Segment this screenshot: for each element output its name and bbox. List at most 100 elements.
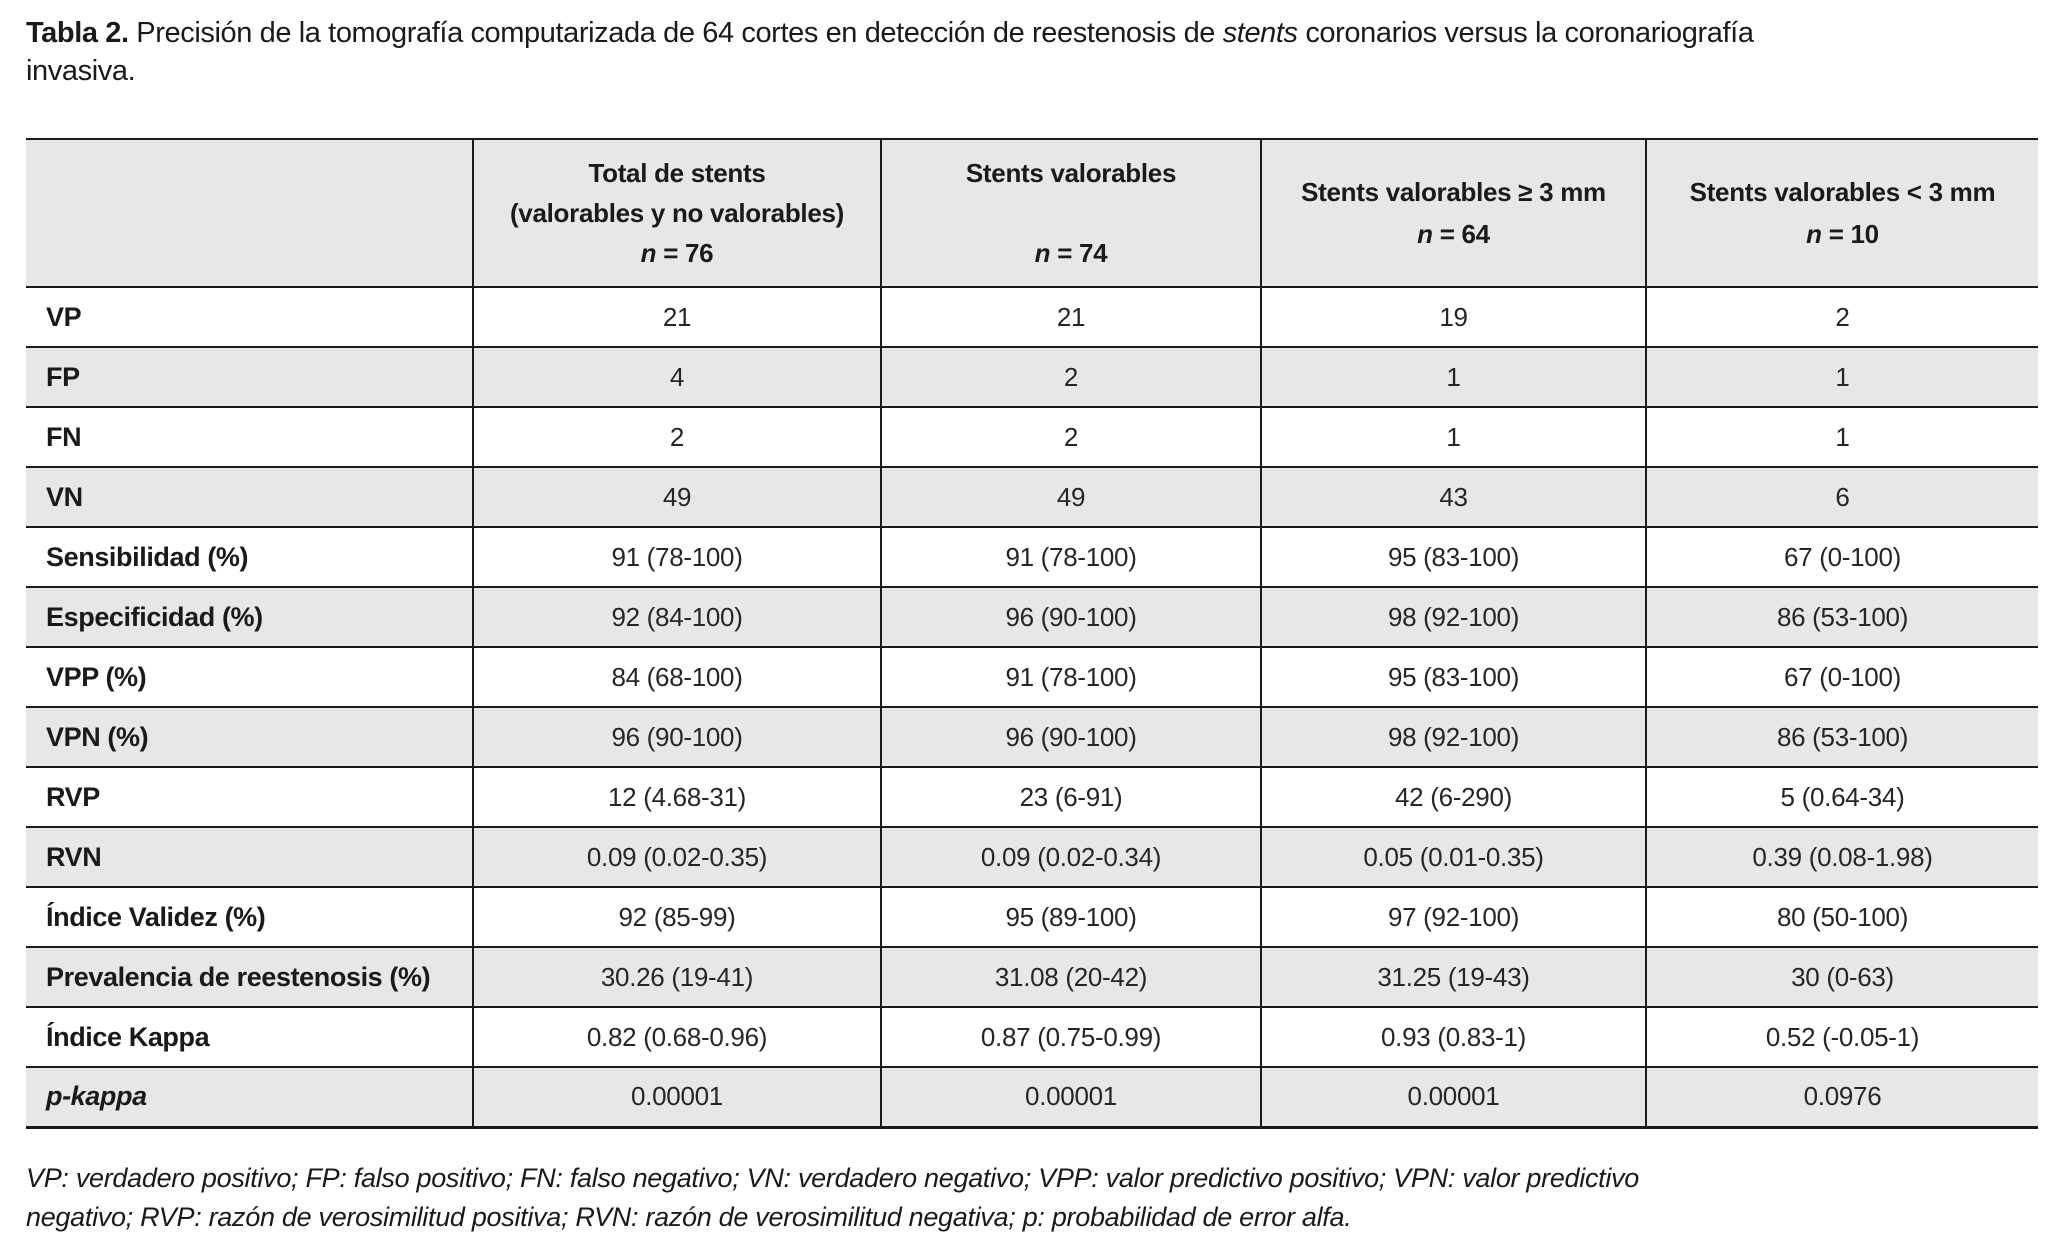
table-row: Prevalencia de reestenosis (%) 30.26 (19-…	[26, 947, 2038, 1007]
cell-value: 0.82 (0.68-0.96)	[473, 1007, 882, 1067]
cell-value: 2	[1835, 301, 1850, 332]
row-label: Prevalencia de reestenosis (%)	[26, 947, 474, 1007]
footnote-line-2: negativo; RVP: razón de verosimilitud po…	[26, 1201, 1352, 1232]
cell-value: 2	[881, 347, 1262, 407]
caption-italic-word: stents	[1222, 17, 1298, 49]
cell-value: 21	[473, 287, 882, 347]
cell-value: 95 (83-100)	[1261, 647, 1647, 707]
cell-value: 0.00001	[881, 1067, 1262, 1127]
table-caption: Tabla 2. Precisión de la tomografía comp…	[26, 14, 2038, 90]
column-n-count: n = 76	[641, 238, 714, 268]
row-label: Especificidad (%)	[26, 587, 474, 647]
n-symbol: n	[640, 238, 657, 268]
corner-cell	[26, 139, 474, 287]
cell-value: 21	[881, 287, 1262, 347]
cell-value: 5 (0.64-34)	[1780, 781, 1905, 812]
table-row: VPN (%) 96 (90-100) 96 (90-100) 98 (92-100)…	[26, 707, 2038, 767]
n-value: = 10	[1821, 219, 1879, 249]
cell-value: 2	[473, 407, 882, 467]
cell-value: 91 (78-100)	[881, 647, 1262, 707]
cell-value: 84 (68-100)	[473, 647, 882, 707]
row-label: Índice Kappa	[26, 1007, 474, 1067]
row-label: p-kappa	[26, 1067, 474, 1127]
cell-value: 1	[1261, 407, 1647, 467]
table-row: RVP 12 (4.68-31) 23 (6-91) 42 (6-290) 5 (0.6…	[26, 767, 2038, 827]
table-row: Especificidad (%) 92 (84-100) 96 (90-100) 9…	[26, 587, 2038, 647]
table-row: FP 4 2 1 1	[26, 347, 2038, 407]
results-table: Total de stents (valorables y no valorab…	[26, 138, 2038, 1129]
column-title-line: Stents valorables ≥ 3 mm	[1301, 177, 1606, 207]
n-value: = 74	[1050, 238, 1108, 268]
cell-value: 12 (4.68-31)	[473, 767, 882, 827]
cell-value: 30.26 (19-41)	[473, 947, 882, 1007]
cell-value: 2	[881, 407, 1262, 467]
footnote-line-1: VP: verdadero positivo; FP: falso positi…	[26, 1162, 1639, 1193]
cell-value: 4	[473, 347, 882, 407]
cell-value: 0.0976	[1646, 1067, 2038, 1127]
cell-value: 6	[1646, 467, 2038, 527]
cell-value: 96 (90-100)	[881, 587, 1262, 647]
caption-text-1: Precisión de la tomografía computarizada…	[128, 17, 1223, 49]
cell-value: 95 (83-100)	[1261, 527, 1647, 587]
cell-value: 91 (78-100)	[881, 527, 1262, 587]
column-header-stents-ge-3mm: Stents valorables ≥ 3 mm n = 64	[1261, 139, 1647, 287]
column-title-line: Total de stents	[588, 158, 766, 188]
cell-value: 92 (84-100)	[473, 587, 882, 647]
cell-value: 98 (92-100)	[1261, 707, 1647, 767]
column-header-total-stents: Total de stents (valorables y no valorab…	[473, 139, 882, 287]
cell-value: 98 (92-100)	[1261, 587, 1647, 647]
cell-value: 19	[1261, 287, 1647, 347]
cell-value: 1	[1835, 421, 1850, 452]
cell-value: 1	[1261, 347, 1647, 407]
row-label: FP	[26, 347, 474, 407]
table-row: p-kappa 0.00001 0.00001 0.00001 0.0976	[26, 1067, 2038, 1127]
n-value: = 64	[1432, 219, 1490, 249]
n-symbol: n	[1417, 219, 1433, 249]
table-row: VN 49 49 43 6	[26, 467, 2038, 527]
cell-value: 49	[473, 467, 882, 527]
column-header-stents-lt-3mm: Stents valorables < 3 mm n = 10	[1646, 139, 2038, 287]
table-row: FN 2 2 1 1	[26, 407, 2038, 467]
cell-value: 0.00001	[473, 1067, 882, 1127]
cell-value: 0.05 (0.01-0.35)	[1261, 827, 1647, 887]
cell-value: 86 (53-100)	[1646, 587, 2038, 647]
cell-value: 80 (50-100)	[1776, 901, 1909, 932]
cell-value: 30 (0-63)	[1646, 947, 2038, 1007]
cell-value: 92 (85-99)	[473, 887, 882, 947]
column-header-stents-valorables: Stents valorables n = 74	[881, 139, 1262, 287]
cell-value: 97 (92-100)	[1261, 887, 1647, 947]
cell-value: 0.39 (0.08-1.98)	[1646, 827, 2038, 887]
row-label: VP	[26, 287, 474, 347]
table-row: Sensibilidad (%) 91 (78-100) 91 (78-100) 95…	[26, 527, 2038, 587]
cell-value: 96 (90-100)	[881, 707, 1262, 767]
row-label: VPP (%)	[26, 647, 474, 707]
cell-value: 1	[1646, 347, 2038, 407]
row-label: RVP	[26, 767, 474, 827]
column-n-count: n = 10	[1806, 219, 1879, 249]
row-label: VN	[26, 467, 474, 527]
row-label: VPN (%)	[26, 707, 474, 767]
column-title-line: (valorables y no valorables)	[509, 198, 845, 228]
table-body: VP 21 21 19 2 FP 4 2 1 1 FN 2 2 1 1 VN 49 49 43 6 Sensibilid…	[26, 287, 2038, 1127]
cell-value: 49	[881, 467, 1262, 527]
column-title-line: Stents valorables < 3 mm	[1689, 177, 1996, 207]
cell-value: 0.00001	[1261, 1067, 1647, 1127]
caption-line-2: invasiva.	[26, 55, 136, 87]
table-row: VPP (%) 84 (68-100) 91 (78-100) 95 (83-100)…	[26, 647, 2038, 707]
cell-value: 67 (0-100)	[1784, 661, 1901, 692]
cell-value: 0.09 (0.02-0.34)	[881, 827, 1262, 887]
table-row: Índice Validez (%) 92 (85-99) 95 (89-100) 9…	[26, 887, 2038, 947]
row-label: Sensibilidad (%)	[26, 527, 474, 587]
column-n-count: n = 74	[1035, 238, 1108, 268]
cell-value: 43	[1261, 467, 1647, 527]
table-row: VP 21 21 19 2	[26, 287, 2038, 347]
cell-value: 0.09 (0.02-0.35)	[473, 827, 882, 887]
cell-value: 23 (6-91)	[881, 767, 1262, 827]
cell-value: 31.08 (20-42)	[881, 947, 1262, 1007]
cell-value: 91 (78-100)	[473, 527, 882, 587]
cell-value: 42 (6-290)	[1261, 767, 1647, 827]
cell-value: 95 (89-100)	[881, 887, 1262, 947]
n-symbol: n	[1034, 238, 1051, 268]
n-value: = 76	[656, 238, 714, 268]
